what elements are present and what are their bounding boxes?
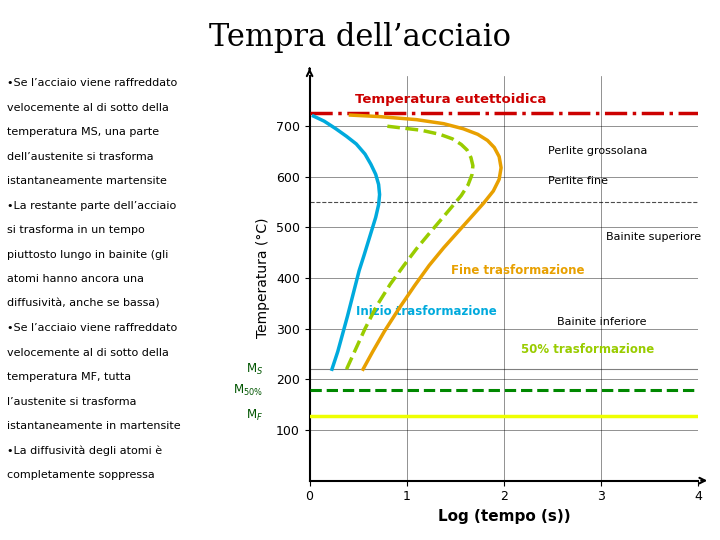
Text: •Se l’acciaio viene raffreddato: •Se l’acciaio viene raffreddato xyxy=(7,323,177,333)
Y-axis label: Temperatura (°C): Temperatura (°C) xyxy=(256,218,270,339)
Text: dell’austenite si trasforma: dell’austenite si trasforma xyxy=(7,152,154,162)
Text: Fine trasformazione: Fine trasformazione xyxy=(451,264,584,277)
Text: diffusività, anche se bassa): diffusività, anche se bassa) xyxy=(7,299,160,309)
Text: atomi hanno ancora una: atomi hanno ancora una xyxy=(7,274,144,285)
Text: piuttosto lungo in bainite (gli: piuttosto lungo in bainite (gli xyxy=(7,250,168,260)
Text: si trasforma in un tempo: si trasforma in un tempo xyxy=(7,225,145,235)
Text: velocemente al di sotto della: velocemente al di sotto della xyxy=(7,348,169,358)
Text: •Se l’acciaio viene raffreddato: •Se l’acciaio viene raffreddato xyxy=(7,78,177,89)
Text: 50% trasformazione: 50% trasformazione xyxy=(521,343,654,356)
Text: velocemente al di sotto della: velocemente al di sotto della xyxy=(7,103,169,113)
X-axis label: Log (tempo (s)): Log (tempo (s)) xyxy=(438,509,570,524)
Text: temperatura MF, tutta: temperatura MF, tutta xyxy=(7,373,131,382)
Text: •La restante parte dell’acciaio: •La restante parte dell’acciaio xyxy=(7,201,176,211)
Text: Perlite grossolana: Perlite grossolana xyxy=(548,145,647,156)
Text: l’austenite si trasforma: l’austenite si trasforma xyxy=(7,397,137,407)
Text: Tempra dell’acciaio: Tempra dell’acciaio xyxy=(209,22,511,52)
Text: completamente soppressa: completamente soppressa xyxy=(7,470,155,480)
Text: M$_{50\%}$: M$_{50\%}$ xyxy=(233,383,263,398)
Text: Perlite fine: Perlite fine xyxy=(548,176,608,186)
Text: istantaneamente in martensite: istantaneamente in martensite xyxy=(7,421,181,431)
Text: Bainite superiore: Bainite superiore xyxy=(606,232,701,241)
Text: Inizio trasformazione: Inizio trasformazione xyxy=(356,305,497,318)
Text: temperatura MS, una parte: temperatura MS, una parte xyxy=(7,127,159,137)
Text: Bainite inferiore: Bainite inferiore xyxy=(557,316,647,327)
Text: M$_S$: M$_S$ xyxy=(246,362,263,377)
Text: istantaneamente martensite: istantaneamente martensite xyxy=(7,177,167,186)
Text: •La diffusività degli atomi è: •La diffusività degli atomi è xyxy=(7,446,162,456)
Text: M$_F$: M$_F$ xyxy=(246,408,263,423)
Text: Temperatura eutettoidica: Temperatura eutettoidica xyxy=(355,93,546,106)
